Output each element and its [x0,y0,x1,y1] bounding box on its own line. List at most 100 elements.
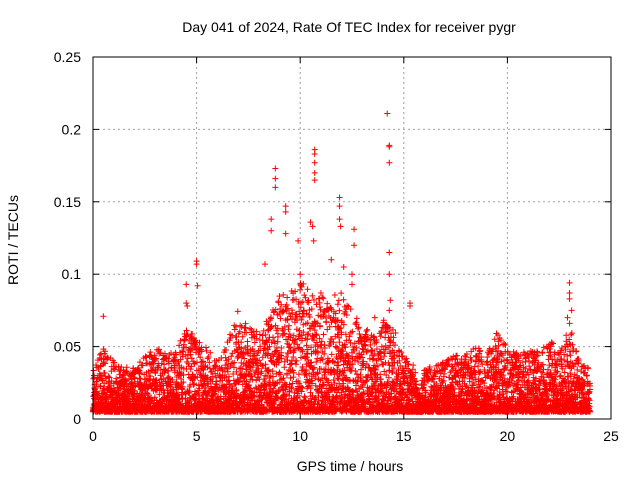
data-point [385,374,392,381]
data-point [222,393,229,400]
data-point [243,329,250,336]
data-point [153,355,160,362]
data-point [233,386,240,393]
data-point [143,354,150,361]
data-point [130,391,137,398]
data-point [203,347,210,354]
data-point [165,360,172,367]
data-point [239,333,246,340]
data-point [231,326,238,333]
data-point [270,373,277,380]
data-point [189,331,196,338]
data-point [253,335,260,342]
data-point [147,349,154,356]
data-point [131,374,138,381]
data-point [109,392,116,399]
data-point [295,371,302,378]
data-point [152,387,159,394]
data-point [219,367,226,374]
data-point [177,337,184,344]
data-point [247,325,254,332]
data-point [377,333,384,340]
data-point [292,361,299,368]
data-point [299,313,306,320]
data-point [320,295,327,302]
data-point [117,367,124,374]
data-point [222,354,229,361]
data-point [97,382,104,389]
data-point [242,324,249,331]
data-point [136,375,143,382]
data-point [219,377,226,384]
data-point [204,364,211,371]
data-point [152,378,159,385]
data-point [228,353,235,360]
data-point [248,372,255,379]
data-point [212,363,219,370]
data-point [274,333,281,340]
data-point [285,322,292,329]
data-point [234,308,241,315]
data-point [239,365,246,372]
data-point [187,366,194,373]
data-point [90,367,97,374]
data-point [225,378,232,385]
data-point [353,315,360,322]
data-point [194,359,200,366]
data-point [102,348,109,355]
data-point [212,370,219,377]
data-point [169,376,176,383]
data-point [258,368,265,375]
data-point [217,396,224,403]
data-point [253,328,260,335]
data-point [96,351,103,358]
data-point [251,339,258,346]
data-point [136,370,143,377]
data-point [227,363,234,370]
data-point [123,364,130,371]
data-point [179,348,186,355]
data-point [241,355,248,362]
data-point [222,384,229,391]
data-point [186,388,193,395]
data-point [195,389,202,396]
data-point [335,297,342,304]
data-point [139,362,146,369]
data-point [200,366,207,373]
data-point [224,364,231,371]
data-point [213,357,220,364]
data-point [336,307,343,314]
data-point [501,340,508,347]
data-point [92,384,99,391]
data-point [212,362,219,369]
data-point [225,373,232,380]
data-point [316,304,323,311]
data-point [238,345,245,352]
data-point [340,296,347,303]
data-point [152,367,159,374]
data-point [196,339,203,346]
data-point [191,360,198,367]
data-point [256,331,263,338]
chart-title: Day 041 of 2024, Rate Of TEC Index for r… [182,19,516,35]
data-point [236,328,243,335]
data-point [324,300,331,307]
data-point [230,370,237,377]
data-point [204,355,211,362]
data-point [183,344,190,351]
data-point [335,362,342,369]
data-point [165,367,172,374]
data-point [267,314,274,321]
data-point [301,292,308,299]
data-point [223,346,230,353]
data-point [336,339,343,346]
data-point [255,371,262,378]
data-point [197,354,204,361]
data-point [237,322,244,329]
data-point [229,332,236,339]
data-point [238,339,245,346]
data-point [268,358,275,365]
data-point [151,352,158,359]
data-point [156,391,163,398]
